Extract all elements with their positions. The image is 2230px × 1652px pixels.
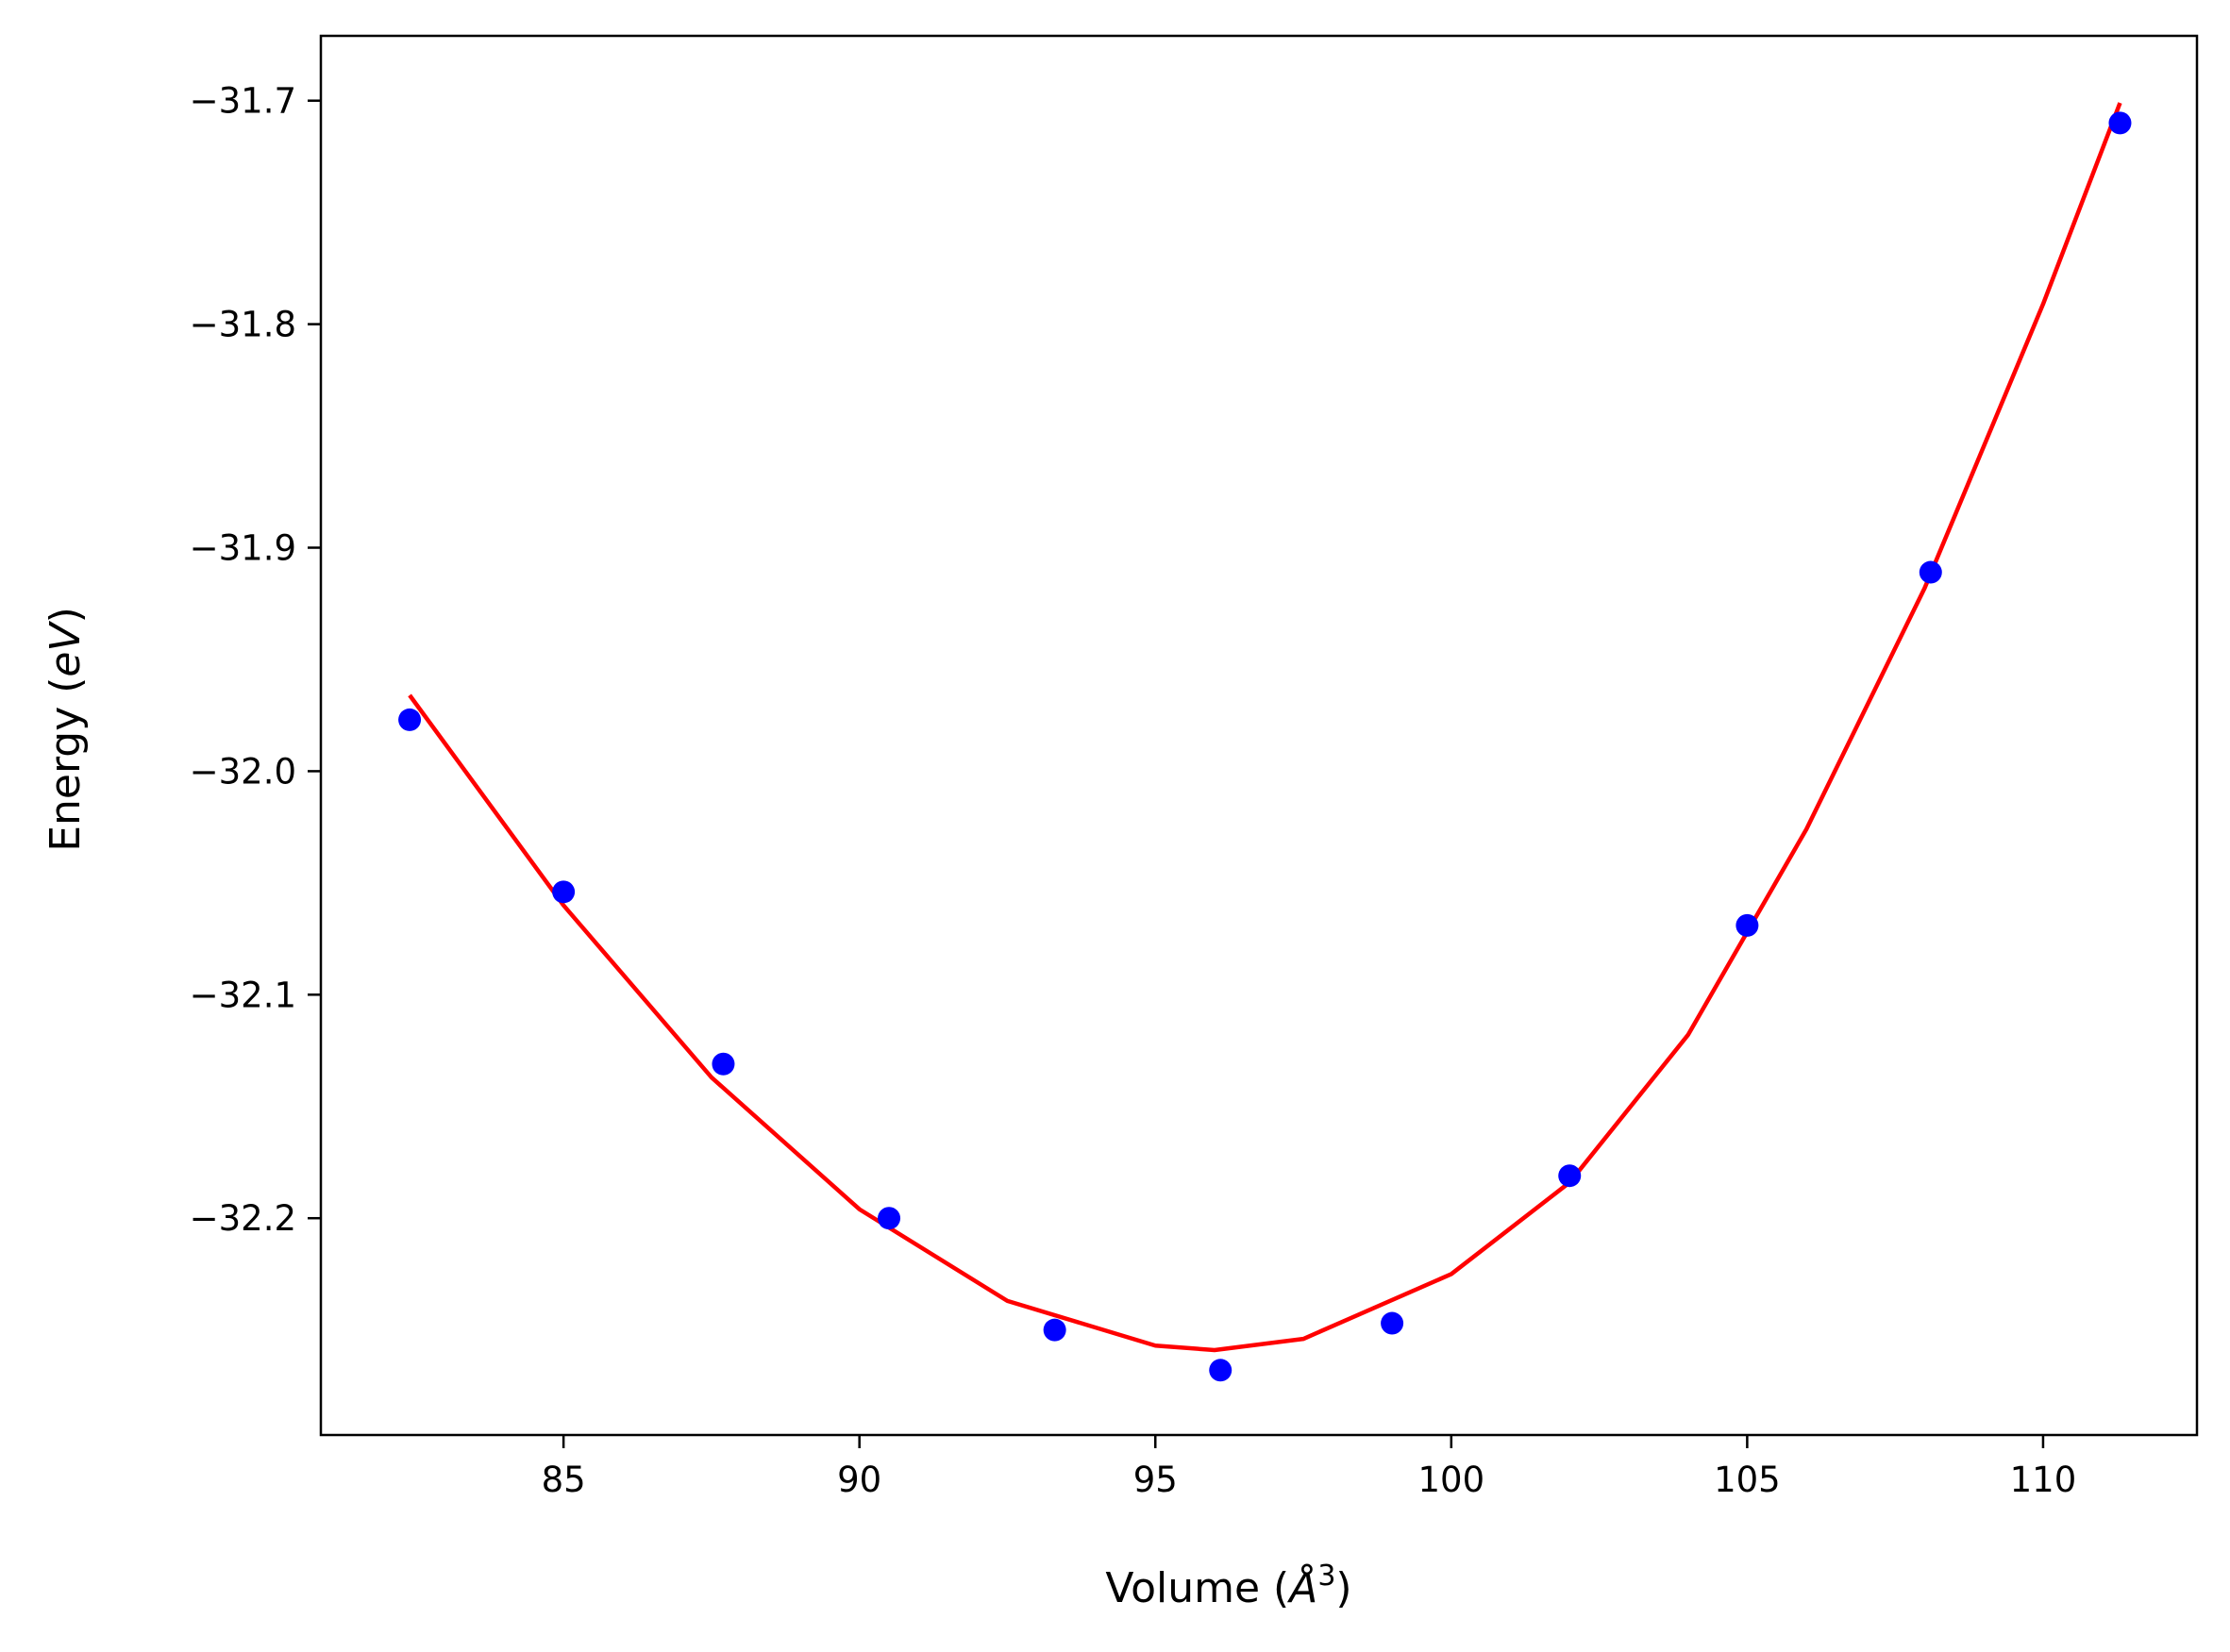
axes-frame	[319, 34, 2199, 1437]
y-tick-label: −31.7	[190, 81, 296, 122]
data-point	[398, 708, 422, 731]
data-point	[712, 1052, 735, 1076]
fit-curve-line	[408, 102, 2122, 1353]
x-tick-label: 105	[1714, 1460, 1781, 1500]
x-tick-label: 100	[1418, 1460, 1485, 1500]
data-point	[1209, 1359, 1232, 1382]
data-point	[1558, 1164, 1582, 1188]
x-tick-label: 95	[1133, 1460, 1178, 1500]
data-point	[1919, 560, 1942, 584]
x-tick-label: 85	[542, 1460, 586, 1500]
x-tick-label: 110	[2010, 1460, 2077, 1500]
y-tick-label: −31.9	[190, 528, 296, 569]
y-tick-label: −31.8	[190, 305, 296, 345]
y-tick-label: −32.0	[190, 751, 296, 792]
x-tick-label: 90	[837, 1460, 881, 1500]
data-point	[1043, 1318, 1066, 1342]
plot-layer: 85 90 95 100 105 110 −31.7 −31.8 −31.9 −32.0 −32.1…	[190, 34, 2199, 1500]
data-point	[2108, 111, 2132, 135]
data-point	[552, 880, 576, 904]
y-tick-label: −32.1	[190, 975, 296, 1015]
x-axis-title: Volume (Å3)	[1105, 1560, 1351, 1612]
y-axis-title: Energy (eV)	[42, 607, 90, 852]
plot-area	[321, 36, 2197, 1435]
data-point	[878, 1207, 901, 1230]
y-tick-label: −32.2	[190, 1198, 296, 1239]
data-point	[1381, 1311, 1404, 1335]
data-point	[1735, 913, 1759, 937]
